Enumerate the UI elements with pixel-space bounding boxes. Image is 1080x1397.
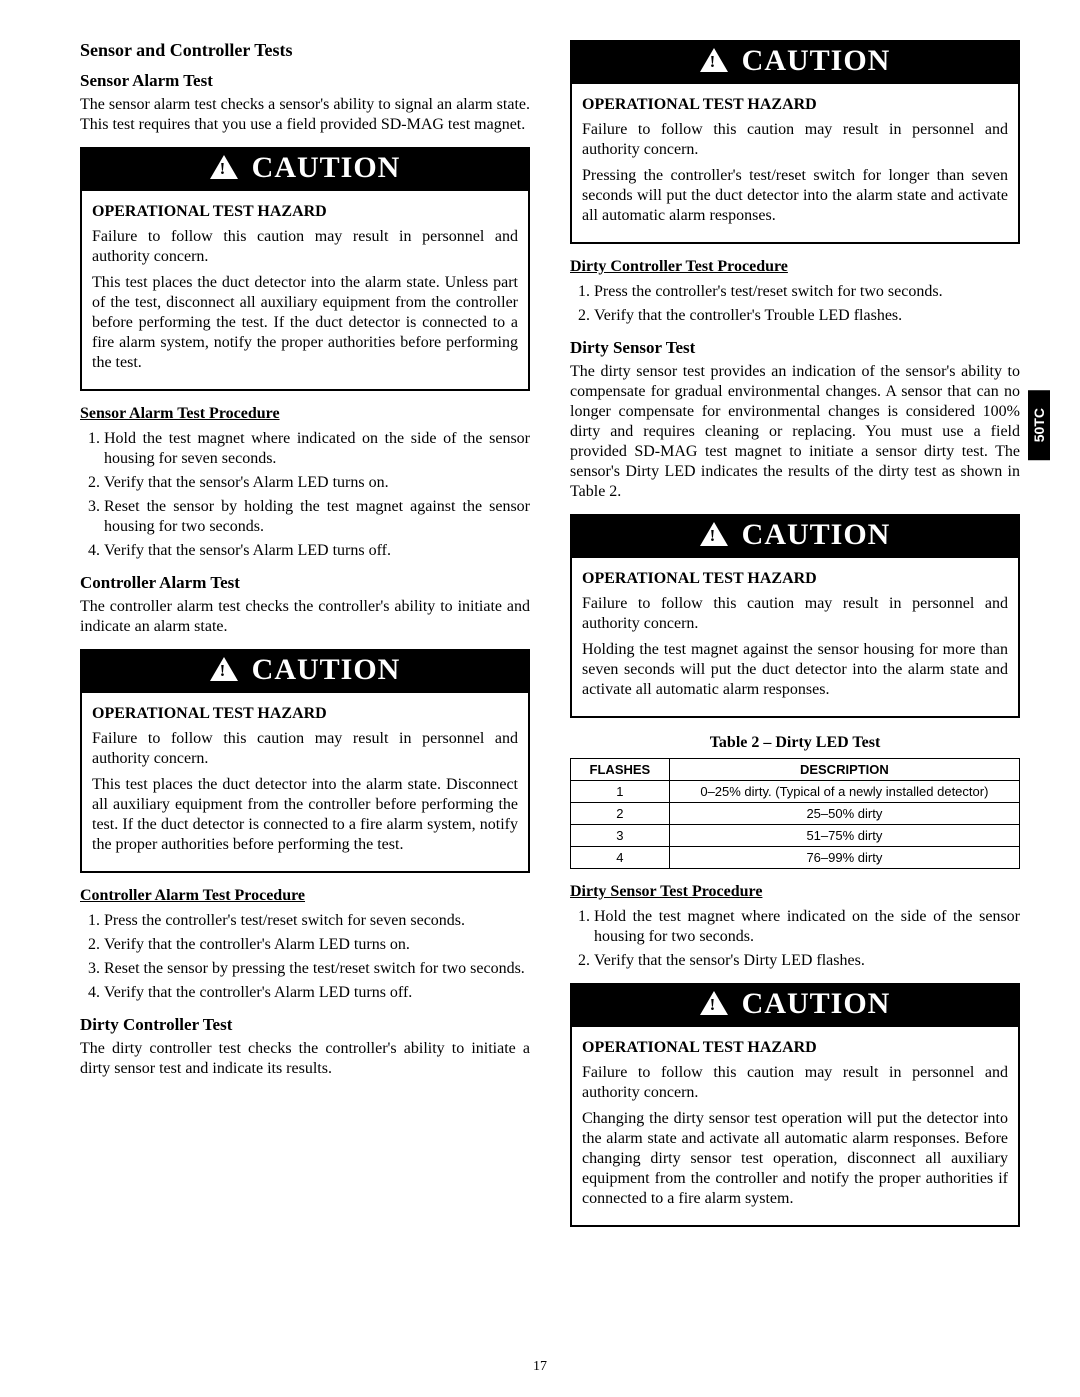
caution-banner: CAUTION <box>80 649 530 693</box>
heading-sensor-controller-tests: Sensor and Controller Tests <box>80 40 530 61</box>
caution-banner: CAUTION <box>570 514 1020 558</box>
list-item: Hold the test magnet where indicated on … <box>104 429 530 469</box>
hazard-title: OPERATIONAL TEST HAZARD <box>582 1039 1008 1057</box>
caution-common-text: Failure to follow this caution may resul… <box>92 729 518 769</box>
list-item: Reset the sensor by holding the test mag… <box>104 497 530 537</box>
list-item: Reset the sensor by pressing the test/re… <box>104 959 530 979</box>
para-controller-alarm-intro: The controller alarm test checks the con… <box>80 597 530 637</box>
para-dirty-sensor-intro: The dirty sensor test provides an indica… <box>570 362 1020 502</box>
heading-controller-alarm-test: Controller Alarm Test <box>80 573 530 593</box>
list-item: Verify that the controller's Alarm LED t… <box>104 983 530 1003</box>
heading-dirty-controller-test: Dirty Controller Test <box>80 1015 530 1035</box>
side-tab: 50TC <box>1028 390 1050 460</box>
page-number: 17 <box>0 1359 1080 1375</box>
heading-sensor-alarm-test: Sensor Alarm Test <box>80 71 530 91</box>
caution-block-4: CAUTION OPERATIONAL TEST HAZARD Failure … <box>570 514 1020 718</box>
table-header: DESCRIPTION <box>669 759 1019 781</box>
list-item: Verify that the controller's Alarm LED t… <box>104 935 530 955</box>
caution-block-5: CAUTION OPERATIONAL TEST HAZARD Failure … <box>570 983 1020 1227</box>
heading-sensor-alarm-procedure: Sensor Alarm Test Procedure <box>80 405 530 423</box>
hazard-title: OPERATIONAL TEST HAZARD <box>582 570 1008 588</box>
dirty-controller-procedure-list: Press the controller's test/reset switch… <box>570 282 1020 326</box>
table-caption: Table 2 – Dirty LED Test <box>570 734 1020 752</box>
caution-4-text: Holding the test magnet against the sens… <box>582 640 1008 700</box>
warning-icon <box>700 48 728 72</box>
caution-label: CAUTION <box>742 987 891 1021</box>
caution-block-2: CAUTION OPERATIONAL TEST HAZARD Failure … <box>80 649 530 873</box>
para-sensor-alarm-intro: The sensor alarm test checks a sensor's … <box>80 95 530 135</box>
caution-label: CAUTION <box>742 518 891 552</box>
heading-controller-alarm-procedure: Controller Alarm Test Procedure <box>80 887 530 905</box>
caution-block-1: CAUTION OPERATIONAL TEST HAZARD Failure … <box>80 147 530 391</box>
caution-block-3: CAUTION OPERATIONAL TEST HAZARD Failure … <box>570 40 1020 244</box>
hazard-title: OPERATIONAL TEST HAZARD <box>582 96 1008 114</box>
caution-label: CAUTION <box>742 44 891 78</box>
caution-label: CAUTION <box>252 151 401 185</box>
dirty-led-table: FLASHES DESCRIPTION 10–25% dirty. (Typic… <box>570 758 1020 869</box>
caution-banner: CAUTION <box>570 983 1020 1027</box>
caution-label: CAUTION <box>252 653 401 687</box>
caution-5-text: Changing the dirty sensor test operation… <box>582 1109 1008 1209</box>
controller-alarm-procedure-list: Press the controller's test/reset switch… <box>80 911 530 1003</box>
list-item: Verify that the sensor's Alarm LED turns… <box>104 541 530 561</box>
table-row: 10–25% dirty. (Typical of a newly instal… <box>571 781 1020 803</box>
caution-banner: CAUTION <box>80 147 530 191</box>
warning-icon <box>700 522 728 546</box>
caution-1-text: This test places the duct detector into … <box>92 273 518 373</box>
caution-2-text: This test places the duct detector into … <box>92 775 518 855</box>
heading-dirty-sensor-test: Dirty Sensor Test <box>570 338 1020 358</box>
para-dirty-controller-intro: The dirty controller test checks the con… <box>80 1039 530 1079</box>
caution-3-text: Pressing the controller's test/reset swi… <box>582 166 1008 226</box>
list-item: Verify that the sensor's Dirty LED flash… <box>594 951 1020 971</box>
page-content: Sensor and Controller Tests Sensor Alarm… <box>0 0 1080 1360</box>
warning-icon <box>210 155 238 179</box>
caution-common-text: Failure to follow this caution may resul… <box>582 594 1008 634</box>
table-row: 351–75% dirty <box>571 825 1020 847</box>
list-item: Verify that the sensor's Alarm LED turns… <box>104 473 530 493</box>
warning-icon <box>210 657 238 681</box>
dirty-sensor-procedure-list: Hold the test magnet where indicated on … <box>570 907 1020 971</box>
caution-banner: CAUTION <box>570 40 1020 84</box>
caution-common-text: Failure to follow this caution may resul… <box>92 227 518 267</box>
hazard-title: OPERATIONAL TEST HAZARD <box>92 203 518 221</box>
table-header: FLASHES <box>571 759 670 781</box>
list-item: Verify that the controller's Trouble LED… <box>594 306 1020 326</box>
table-row: 225–50% dirty <box>571 803 1020 825</box>
list-item: Press the controller's test/reset switch… <box>104 911 530 931</box>
sensor-alarm-procedure-list: Hold the test magnet where indicated on … <box>80 429 530 561</box>
warning-icon <box>700 991 728 1015</box>
heading-dirty-sensor-procedure: Dirty Sensor Test Procedure <box>570 883 1020 901</box>
table-row: 476–99% dirty <box>571 847 1020 869</box>
list-item: Hold the test magnet where indicated on … <box>594 907 1020 947</box>
list-item: Press the controller's test/reset switch… <box>594 282 1020 302</box>
caution-common-text: Failure to follow this caution may resul… <box>582 1063 1008 1103</box>
hazard-title: OPERATIONAL TEST HAZARD <box>92 705 518 723</box>
heading-dirty-controller-procedure: Dirty Controller Test Procedure <box>570 258 1020 276</box>
caution-common-text: Failure to follow this caution may resul… <box>582 120 1008 160</box>
